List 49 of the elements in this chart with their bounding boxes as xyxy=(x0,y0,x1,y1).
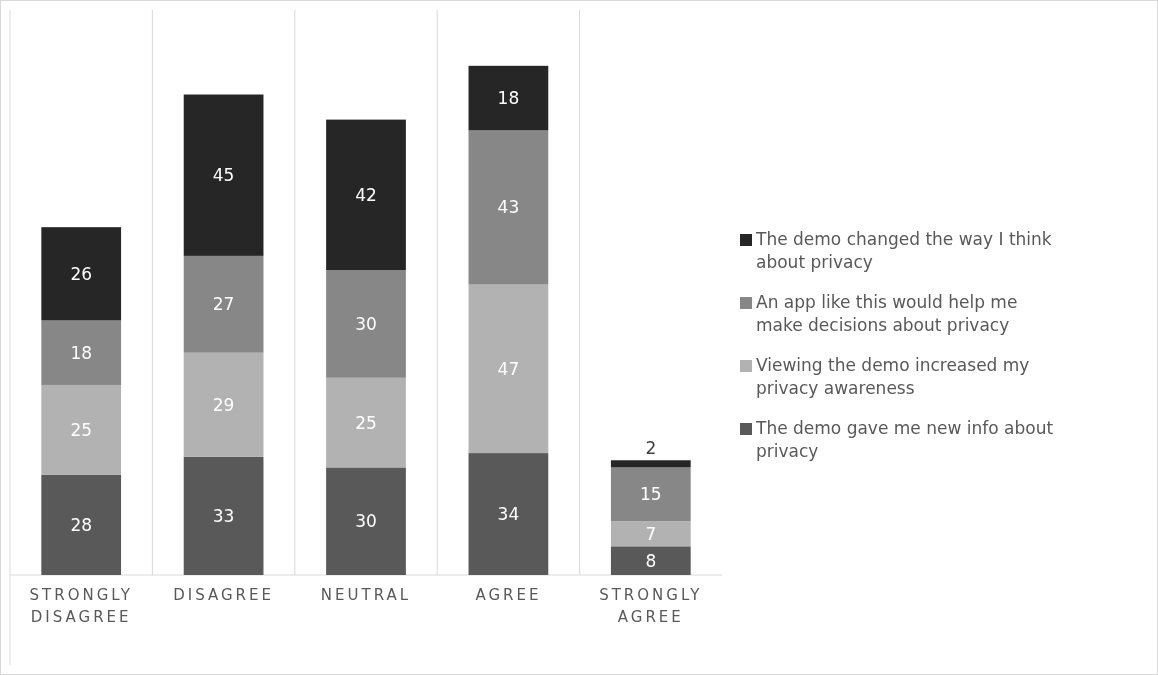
bar xyxy=(326,119,406,271)
data-label: 28 xyxy=(70,514,93,535)
bar xyxy=(41,320,122,385)
data-label: 8 xyxy=(645,550,657,571)
data-label: 33 xyxy=(212,505,235,526)
data-label: 27 xyxy=(212,294,235,315)
data-label: 15 xyxy=(639,484,662,505)
data-label: 43 xyxy=(497,197,520,218)
bar xyxy=(41,474,122,575)
data-label: 42 xyxy=(355,184,377,205)
data-label: 45 xyxy=(212,165,235,186)
data-label: 18 xyxy=(497,88,520,109)
data-label: 30 xyxy=(355,313,377,334)
x-tick-label: DISAGREE xyxy=(173,586,274,604)
data-label: 25 xyxy=(355,412,377,433)
bar xyxy=(610,467,691,522)
x-tick-label: STRONGLY DISAGREE xyxy=(29,586,133,626)
data-label: 30 xyxy=(355,511,377,532)
data-label: 29 xyxy=(212,394,235,415)
bar xyxy=(183,456,264,575)
bar xyxy=(610,521,691,547)
bar xyxy=(610,460,691,468)
bar xyxy=(610,546,691,575)
bar xyxy=(41,384,122,475)
bar xyxy=(41,227,122,321)
data-label: 2 xyxy=(645,438,657,459)
data-label: 26 xyxy=(70,263,93,284)
bar xyxy=(326,270,406,378)
bar xyxy=(183,352,264,457)
bar xyxy=(468,284,549,454)
legend-label: An app like this would help me make decisions about privacy xyxy=(756,292,1018,335)
data-label: 25 xyxy=(70,419,93,440)
x-tick-label: NEUTRAL xyxy=(320,586,412,604)
bar xyxy=(468,130,549,285)
bar xyxy=(468,453,549,575)
data-label: 34 xyxy=(497,503,520,524)
bar xyxy=(183,94,264,256)
legend-label: The demo changed the way I think about privacy xyxy=(755,229,1052,272)
x-tick-label: STRONGLY AGREE xyxy=(599,586,703,626)
data-label: 7 xyxy=(645,523,657,544)
bar xyxy=(326,467,406,575)
data-label: 47 xyxy=(497,358,520,379)
bar xyxy=(326,377,406,468)
x-tick-label: AGREE xyxy=(475,586,542,604)
legend-label: The demo gave me new info about privacy xyxy=(755,418,1054,461)
data-label: 18 xyxy=(70,342,93,363)
bar xyxy=(183,255,264,353)
bar xyxy=(468,65,549,131)
legend-label: Viewing the demo increased my privacy awareness xyxy=(756,355,1030,398)
